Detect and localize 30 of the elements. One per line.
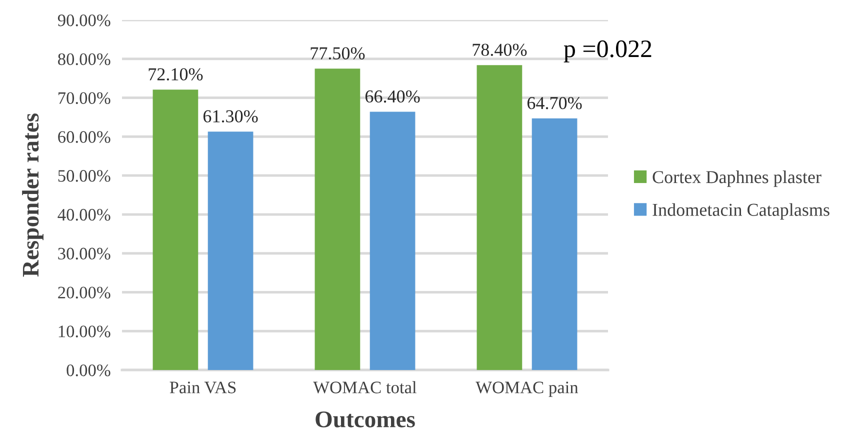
- y-tick-label: 60.00%: [58, 131, 110, 143]
- data-label: 78.40%: [472, 44, 527, 56]
- legend-label: Indometacin Cataplasms: [652, 203, 830, 220]
- data-label: 66.40%: [365, 90, 420, 103]
- x-axis-title: Outcomes: [316, 411, 415, 428]
- data-label: 77.50%: [310, 47, 365, 60]
- y-tick-label: 40.00%: [58, 208, 110, 221]
- x-tick-label: WOMAC total: [313, 381, 416, 394]
- y-tick-label: 30.00%: [58, 248, 110, 260]
- bar: [314, 68, 360, 370]
- bar: [476, 65, 522, 370]
- data-label: 72.10%: [148, 68, 203, 80]
- x-tick-label: WOMAC pain: [476, 382, 578, 397]
- y-tick-label: 0.00%: [66, 364, 110, 376]
- bar: [370, 112, 416, 370]
- y-axis-title: Responder rates: [22, 113, 44, 277]
- y-tick-label: 10.00%: [58, 326, 110, 338]
- y-tick-label: 80.00%: [58, 53, 110, 66]
- data-label: 61.30%: [203, 110, 258, 122]
- legend-label: Cortex Daphnes plaster: [652, 170, 822, 187]
- y-tick-label: 90.00%: [58, 14, 110, 26]
- bar: [532, 118, 578, 370]
- annotation: p =0.022: [564, 40, 652, 62]
- y-tick-label: 70.00%: [58, 92, 110, 104]
- y-tick-label: 50.00%: [58, 170, 110, 182]
- bar: [208, 132, 254, 370]
- data-label: 64.70%: [527, 96, 582, 110]
- x-tick-label: Pain VAS: [170, 382, 236, 394]
- bar: [152, 90, 198, 370]
- y-tick-label: 20.00%: [58, 286, 110, 298]
